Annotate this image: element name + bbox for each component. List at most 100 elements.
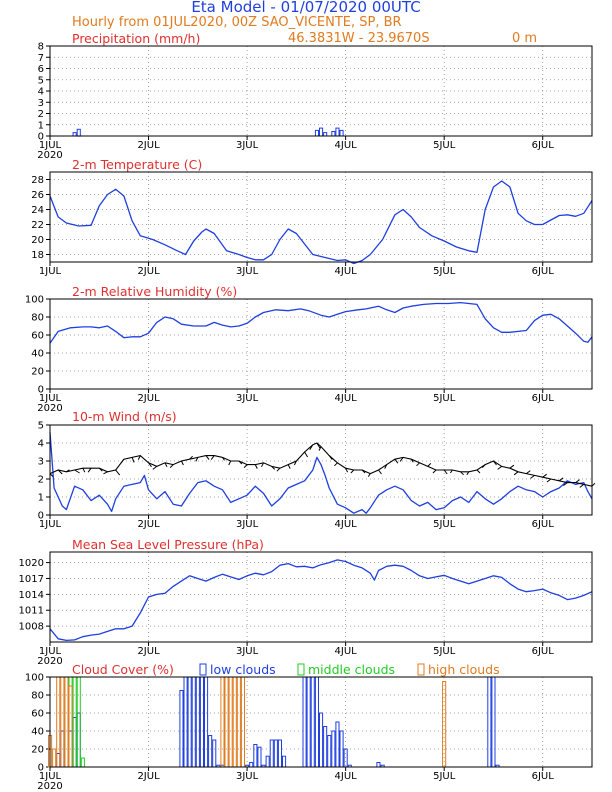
wind-ytick-label: 0 (38, 511, 44, 522)
location-coordinates: 46.3831W - 23.9670S (288, 31, 430, 46)
precip-xtick-label: 3JUL (236, 140, 259, 151)
rh-ytick-label: 20 (31, 367, 44, 378)
legend-label: high clouds (428, 662, 500, 677)
legend-swatch (297, 663, 305, 676)
clouds-bar (319, 712, 324, 768)
precip-ytick-label: 5 (38, 75, 44, 86)
temp-frame (49, 171, 593, 263)
clouds-xtick-label: 6JUL (532, 771, 555, 782)
clouds-bar (339, 730, 344, 768)
clouds-bar (310, 676, 315, 768)
clouds-ytick-label: 100 (25, 673, 44, 684)
wind-barb (497, 466, 502, 470)
temp-xtick-label: 2JUL (137, 266, 160, 277)
wind-barb (254, 464, 258, 469)
slp-ytick-label: 1008 (19, 622, 44, 633)
precip-bar (339, 129, 344, 137)
clouds-bar (257, 746, 262, 768)
precip-ytick-label: 3 (38, 98, 44, 109)
clouds-bar (442, 681, 447, 768)
wind-frame (49, 424, 593, 516)
precip-xtick-label: 6JUL (532, 140, 555, 151)
precip-ytick-label: 1 (38, 120, 44, 131)
wind-ytick-label: 5 (38, 421, 44, 432)
legend-swatch (417, 663, 425, 676)
slp-panel: 1008 1011 1014 1017 1020 1JUL 2JUL 3JUL 4JUL 5JUL… (19, 537, 593, 667)
clouds-xtick-label: 1JUL (39, 771, 62, 782)
wind-ytick-label: 3 (38, 457, 44, 468)
precip-bar (323, 132, 328, 137)
clouds-ytick-label: 80 (31, 691, 44, 702)
clouds-bar (240, 676, 245, 768)
precip-xtick-label: 1JUL (39, 140, 62, 151)
rh-ytick-label: 100 (25, 295, 44, 306)
clouds-bar (306, 676, 311, 768)
clouds-bar (282, 755, 287, 768)
wind-barb (530, 474, 535, 479)
slp-year-label: 2020 (37, 656, 62, 667)
wind-barb-baseline (49, 442, 593, 487)
wind-barb (394, 458, 399, 464)
precip-ytick-label: 6 (38, 64, 44, 75)
precip-ytick-label: 8 (38, 42, 44, 53)
precip-xtick-label: 2JUL (137, 140, 160, 151)
precip-frame (49, 45, 593, 137)
slp-ytick-label: 1011 (19, 606, 44, 617)
clouds-bar (236, 676, 241, 768)
slp-xtick-label: 5JUL (433, 646, 456, 657)
slp-xtick-label: 6JUL (532, 646, 555, 657)
clouds-bar (204, 676, 209, 768)
rh-ytick-label: 0 (38, 385, 44, 396)
wind-barb (164, 462, 168, 468)
clouds-bar (491, 676, 496, 768)
rh-ytick-label: 60 (31, 331, 44, 342)
slp-ytick-label: 1020 (19, 558, 44, 569)
clouds-bar (249, 762, 254, 768)
wind-xtick-label: 6JUL (532, 519, 555, 530)
wind-barb (131, 457, 135, 463)
clouds-title: Cloud Cover (%) (72, 662, 174, 677)
rh-ytick-label: 40 (31, 349, 44, 360)
wind-title: 10-m Wind (m/s) (72, 409, 177, 424)
temp-ytick-label: 28 (31, 175, 44, 186)
clouds-bar (80, 757, 85, 768)
wind-barb (210, 455, 215, 460)
clouds-bar (179, 690, 184, 768)
temp-xtick-label: 6JUL (532, 266, 555, 277)
clouds-bar (212, 739, 217, 768)
clouds-ytick-label: 40 (31, 727, 44, 738)
rh-xtick-label: 5JUL (433, 393, 456, 404)
wind-barb (443, 469, 448, 475)
wind-barb (103, 471, 108, 475)
rh-panel: 0 20 40 60 80 100 1JUL 2JUL 3JUL 4JUL 5JUL 6JUL 2020… (25, 284, 593, 414)
rh-xtick-label: 4JUL (335, 393, 358, 404)
wind-xtick-label: 2JUL (137, 519, 160, 530)
clouds-bar (265, 755, 270, 768)
rh-series-line (49, 301, 593, 344)
clouds-bar (76, 676, 81, 768)
wind-barb (243, 464, 248, 468)
slp-xtick-label: 3JUL (236, 646, 259, 657)
rh-xtick-label: 2JUL (137, 393, 160, 404)
wind-panel: 0 1 2 3 4 5 1JUL 2JUL 3JUL 4JUL 5JUL 6JUL 10-m Wind … (38, 409, 596, 530)
clouds-panel: 0 20 40 60 80 100 1JUL 2JUL 3JUL 4JUL 5JUL 6JUL 2020… (25, 662, 593, 792)
wind-barb (509, 464, 515, 469)
slp-ytick-label: 1014 (19, 590, 44, 601)
clouds-year-label: 2020 (37, 781, 62, 792)
wind-barb (427, 463, 432, 467)
temp-ytick-label: 22 (31, 220, 44, 231)
clouds-bar (314, 676, 319, 768)
wind-barb (137, 455, 141, 460)
clouds-xtick-label: 4JUL (335, 771, 358, 782)
slp-xtick-label: 4JUL (335, 646, 358, 657)
clouds-bar (323, 726, 328, 768)
wind-ytick-label: 4 (38, 439, 44, 450)
clouds-bar (208, 735, 213, 768)
precip-bar (314, 129, 319, 137)
clouds-bar (331, 730, 336, 768)
clouds-xtick-label: 5JUL (433, 771, 456, 782)
clouds-ytick-label: 0 (38, 763, 44, 774)
wind-barb (416, 462, 420, 467)
